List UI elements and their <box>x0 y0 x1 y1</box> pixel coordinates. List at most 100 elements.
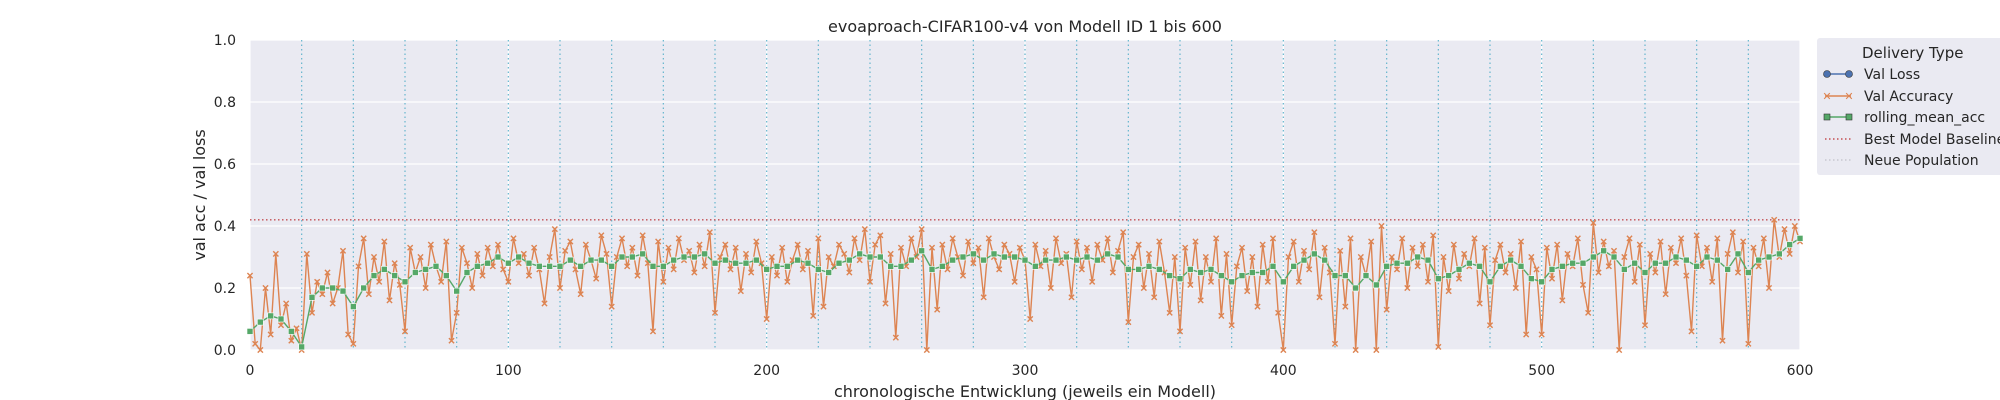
val-accuracy-point <box>391 260 398 267</box>
rolling-mean-point <box>1404 259 1411 267</box>
val-accuracy-point <box>1145 250 1153 257</box>
val-accuracy-point <box>469 284 476 292</box>
val-accuracy-point <box>1745 340 1752 347</box>
rolling-mean-point <box>825 269 832 276</box>
rolling-mean-point <box>1517 262 1525 270</box>
val-accuracy-point <box>1533 266 1540 273</box>
rolling-mean-point <box>1466 259 1473 267</box>
rolling-mean-point <box>1414 253 1421 261</box>
val-accuracy-point <box>314 278 321 285</box>
val-accuracy-point <box>1424 278 1432 285</box>
val-accuracy-point <box>308 309 316 316</box>
val-accuracy-point <box>1574 235 1581 242</box>
legend-val-loss-marker <box>1845 70 1853 78</box>
val-accuracy-point <box>1331 340 1339 347</box>
legend: Delivery Type Val Loss ✕ ✕ Val Accuracy … <box>1817 38 2000 175</box>
val-accuracy-point <box>1176 328 1184 335</box>
x-tick-label: 0 <box>246 363 255 379</box>
val-accuracy-point <box>365 291 372 298</box>
val-accuracy-point <box>696 241 703 248</box>
val-accuracy-point <box>825 253 832 261</box>
val-accuracy-point <box>1275 309 1282 316</box>
val-accuracy-point <box>758 260 765 267</box>
val-accuracy-point <box>675 235 682 242</box>
val-accuracy-point <box>841 250 848 257</box>
val-accuracy-point <box>1404 284 1411 292</box>
val-accuracy-point <box>1548 275 1556 282</box>
val-accuracy-point <box>329 300 336 307</box>
val-accuracy-point <box>877 232 884 239</box>
val-accuracy-point <box>1481 244 1488 251</box>
val-accuracy-point <box>820 303 827 310</box>
rolling-mean-point <box>598 256 605 264</box>
rolling-mean-point <box>1187 266 1194 273</box>
val-accuracy-point <box>1781 226 1788 233</box>
val-accuracy-point <box>463 260 471 267</box>
val-accuracy-point <box>448 337 455 344</box>
val-accuracy-point <box>1698 263 1705 270</box>
val-accuracy-point <box>1073 238 1080 245</box>
rolling-mean-point <box>959 253 967 261</box>
rolling-mean-point <box>1497 262 1504 270</box>
val-accuracy-point <box>897 244 905 251</box>
legend-val-loss: Val Loss <box>1864 67 1920 83</box>
rolling-mean-point <box>1714 256 1721 264</box>
legend-val-loss-marker <box>1823 70 1831 78</box>
val-accuracy-point <box>1662 291 1669 298</box>
val-accuracy-point <box>970 260 977 267</box>
val-accuracy-point <box>1610 247 1618 254</box>
val-accuracy-point <box>908 235 915 242</box>
val-accuracy-point <box>686 247 693 254</box>
rolling-mean-point <box>1621 266 1628 273</box>
rolling-mean-point <box>453 287 460 295</box>
rolling-mean-point <box>288 328 295 335</box>
rolling-mean-point <box>1569 259 1576 267</box>
val-accuracy-point <box>1672 260 1680 267</box>
val-accuracy-point <box>277 322 285 329</box>
rolling-mean-point <box>1393 259 1401 267</box>
val-accuracy-point <box>546 253 553 261</box>
val-accuracy-point <box>603 250 610 257</box>
val-accuracy-point <box>1683 272 1690 279</box>
y-tick-label: 0.2 <box>214 281 236 297</box>
val-accuracy-point <box>753 238 760 245</box>
rolling-mean-point <box>680 253 688 261</box>
rolling-mean-point <box>463 269 471 276</box>
val-accuracy-point <box>815 235 822 242</box>
y-axis-ticks: 0.0 0.2 0.4 0.6 0.8 1.0 <box>214 33 236 359</box>
rolling-mean-point <box>866 253 874 261</box>
legend-val-accuracy: Val Accuracy <box>1864 89 1953 105</box>
rolling-mean-point <box>1652 259 1659 267</box>
val-accuracy-point <box>1771 216 1778 223</box>
val-accuracy-point <box>293 325 300 332</box>
val-accuracy-point <box>1197 297 1204 304</box>
val-accuracy-point <box>1409 244 1416 251</box>
val-accuracy-point <box>794 241 801 248</box>
val-accuracy-point <box>1130 253 1137 261</box>
rolling-mean-point <box>339 287 347 295</box>
val-accuracy-point <box>1729 229 1736 236</box>
rolling-mean-point <box>381 266 388 273</box>
rolling-mean-point <box>1610 253 1618 261</box>
val-accuracy-point <box>593 275 600 282</box>
val-accuracy-point <box>350 340 357 347</box>
val-accuracy-point <box>1703 244 1711 251</box>
val-accuracy-point <box>1714 235 1721 242</box>
rolling-mean-point <box>1559 262 1566 270</box>
val-accuracy-point <box>944 266 951 273</box>
val-accuracy-point <box>1347 235 1354 242</box>
val-accuracy-point <box>748 269 755 276</box>
val-accuracy-point <box>624 263 631 270</box>
rolling-mean-point <box>1249 269 1256 276</box>
val-accuracy-point <box>835 241 843 248</box>
val-accuracy-point <box>288 337 295 344</box>
val-accuracy-point <box>257 346 264 354</box>
val-accuracy-point <box>515 260 522 267</box>
val-accuracy-point <box>386 297 393 304</box>
val-accuracy-point <box>396 281 403 288</box>
val-accuracy-point <box>474 250 481 257</box>
val-accuracy-point <box>768 253 775 261</box>
x-tick-label: 200 <box>753 363 780 379</box>
val-accuracy-point <box>1512 284 1519 292</box>
val-accuracy-point <box>1047 284 1054 292</box>
